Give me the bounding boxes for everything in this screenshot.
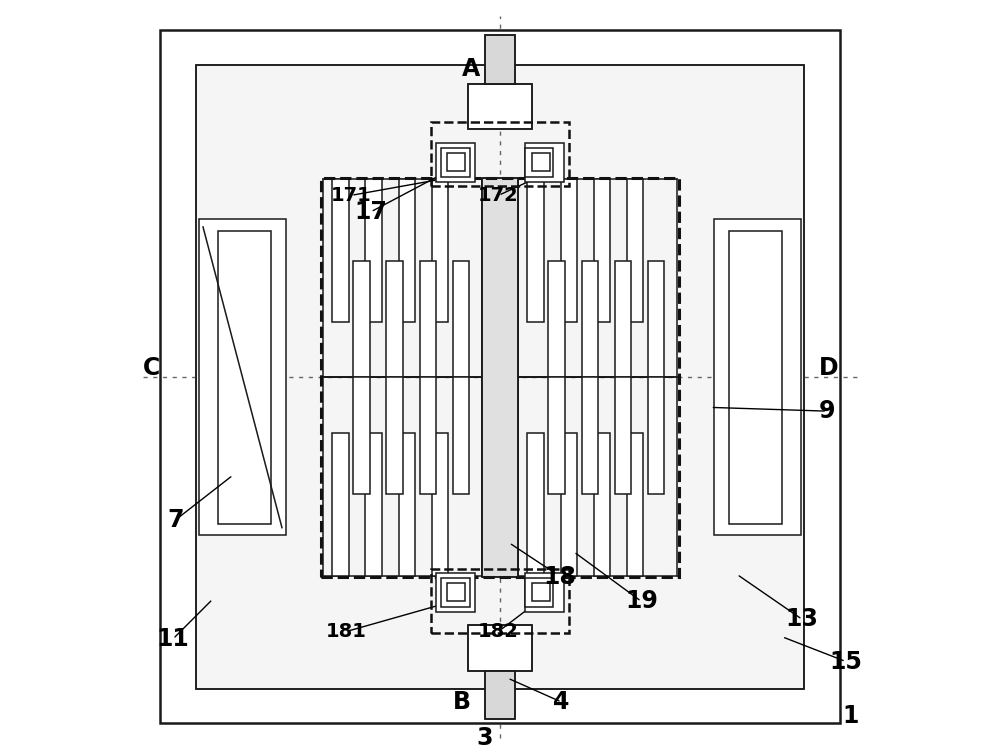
Bar	[561, 433, 577, 576]
Bar	[627, 179, 643, 322]
Bar	[468, 625, 532, 670]
Bar	[441, 148, 470, 177]
Bar	[582, 260, 598, 378]
Bar	[431, 569, 569, 633]
Text: C: C	[143, 356, 160, 381]
Bar	[525, 143, 564, 182]
Bar	[648, 260, 664, 378]
Bar	[485, 35, 515, 84]
Bar	[729, 231, 782, 524]
Bar	[468, 625, 532, 670]
Bar	[453, 378, 469, 494]
Bar	[714, 220, 801, 535]
Bar	[447, 153, 465, 171]
Bar	[594, 433, 610, 576]
Bar	[386, 260, 403, 378]
Bar	[199, 220, 286, 535]
Bar	[365, 179, 382, 322]
Bar	[420, 260, 436, 378]
Bar	[353, 378, 370, 494]
Text: 172: 172	[478, 186, 519, 205]
Bar	[468, 84, 532, 129]
Bar	[485, 670, 515, 720]
Text: 1: 1	[842, 704, 859, 728]
Text: 13: 13	[786, 608, 819, 631]
Bar	[532, 153, 550, 171]
Bar	[386, 378, 403, 494]
Bar	[432, 433, 448, 576]
Bar	[548, 260, 565, 378]
Text: A: A	[462, 57, 481, 81]
Text: 15: 15	[829, 649, 862, 673]
Text: 171: 171	[331, 186, 372, 205]
Bar	[196, 65, 804, 689]
Bar	[431, 122, 569, 186]
Text: 18: 18	[544, 565, 577, 589]
Text: 7: 7	[167, 508, 183, 532]
Text: 181: 181	[326, 622, 367, 641]
Bar	[527, 179, 544, 322]
Bar	[648, 378, 664, 494]
Bar	[485, 35, 515, 84]
Bar	[332, 179, 349, 322]
Bar	[436, 573, 475, 612]
Bar	[525, 573, 564, 612]
Bar	[365, 433, 382, 576]
Text: 17: 17	[354, 200, 387, 224]
Bar	[482, 178, 518, 577]
Text: 9: 9	[819, 399, 835, 423]
Text: 11: 11	[157, 627, 189, 651]
Bar	[399, 179, 415, 322]
Bar	[525, 578, 553, 606]
Text: D: D	[819, 356, 838, 381]
Bar	[441, 578, 470, 606]
Bar	[321, 178, 679, 577]
Bar	[332, 433, 349, 576]
Bar	[527, 433, 544, 576]
Bar	[432, 179, 448, 322]
Text: 3: 3	[477, 726, 493, 750]
Bar	[594, 179, 610, 322]
Bar	[485, 670, 515, 720]
Bar	[627, 433, 643, 576]
Bar	[615, 260, 631, 378]
Bar	[420, 378, 436, 494]
Bar	[582, 378, 598, 494]
Bar	[548, 378, 565, 494]
Bar	[532, 584, 550, 602]
Bar	[218, 231, 271, 524]
Bar	[482, 178, 518, 577]
Text: 19: 19	[625, 590, 658, 613]
Bar	[399, 433, 415, 576]
Bar	[353, 260, 370, 378]
Text: 182: 182	[478, 622, 519, 641]
Text: B: B	[453, 690, 471, 714]
Bar	[447, 584, 465, 602]
Bar	[196, 65, 804, 689]
Bar	[615, 378, 631, 494]
Bar	[436, 143, 475, 182]
Bar	[525, 148, 553, 177]
Text: 4: 4	[553, 690, 570, 714]
Bar	[453, 260, 469, 378]
Bar	[561, 179, 577, 322]
Bar	[468, 84, 532, 129]
